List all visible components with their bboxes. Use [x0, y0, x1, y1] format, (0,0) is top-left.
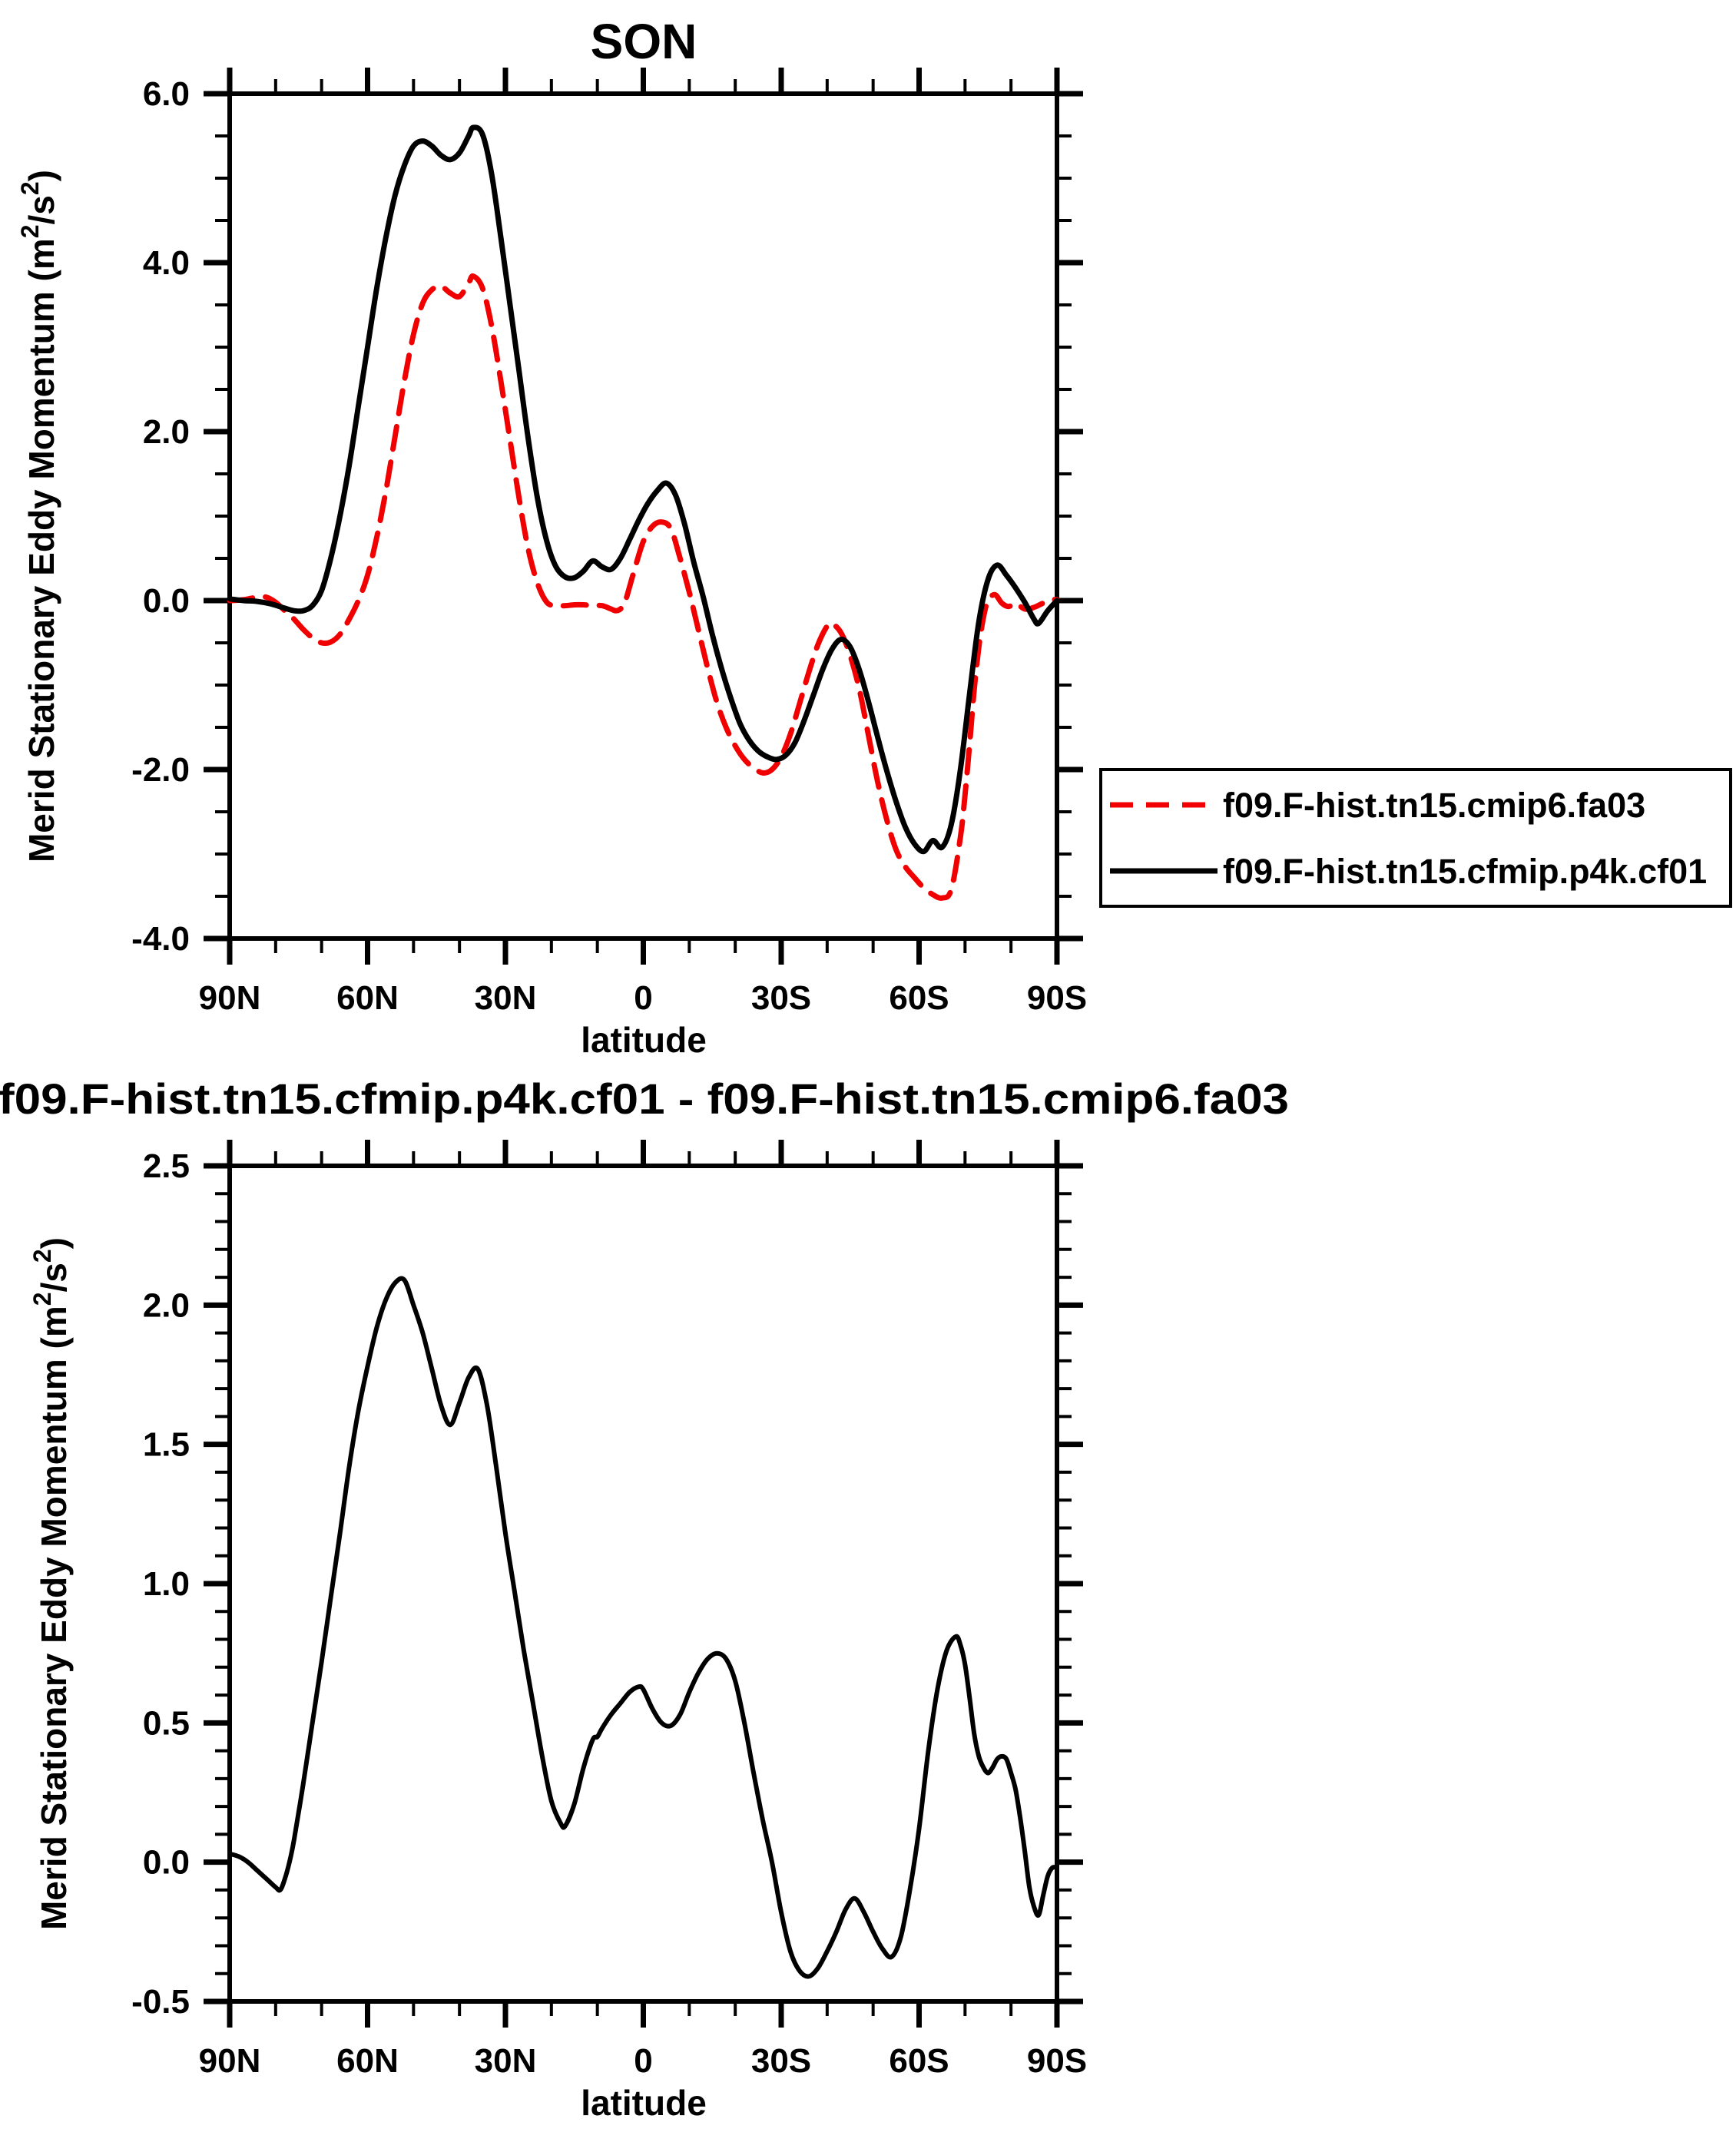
- series-line-f09-f-hist-tn15-cmip6-fa03: [227, 273, 1060, 901]
- chart-title: f09.F-hist.tn15.cfmip.p4k.cf01 - f09.F-h…: [0, 1074, 1289, 1123]
- legend-entry-label: f09.F-hist.tn15.cmip6.fa03: [1223, 786, 1645, 825]
- x-tick-label: 90S: [1027, 979, 1087, 1017]
- legend-entry-label: f09.F-hist.tn15.cfmip.p4k.cf01: [1223, 852, 1707, 891]
- x-tick-label: 90S: [1027, 2042, 1087, 2080]
- y-tick-label: 4.0: [143, 244, 190, 282]
- x-axis-label: latitude: [581, 1020, 707, 1060]
- plot-frame: [227, 91, 1059, 941]
- y-tick-label: -0.5: [131, 1983, 190, 2021]
- y-tick-label: 2.0: [143, 1286, 190, 1324]
- x-tick-label: 30N: [475, 979, 537, 1017]
- y-tick-label: 0.0: [143, 1844, 190, 1882]
- x-tick-label: 90N: [199, 979, 261, 1017]
- x-tick-label: 30S: [751, 2042, 811, 2080]
- x-tick-label: 0: [634, 979, 652, 1017]
- y-tick-label: 0.5: [143, 1704, 190, 1742]
- x-tick-label: 90N: [199, 2042, 261, 2080]
- y-tick-label: 6.0: [143, 75, 190, 113]
- x-tick-label: 30N: [475, 2042, 537, 2080]
- x-tick-label: 0: [634, 2042, 652, 2080]
- x-axis-label: latitude: [581, 2083, 707, 2123]
- y-tick-label: 1.5: [143, 1426, 190, 1464]
- x-tick-label: 60N: [336, 2042, 399, 2080]
- x-tick-label: 60S: [889, 2042, 949, 2080]
- legend-box: [1099, 768, 1732, 908]
- y-tick-label: 2.0: [143, 413, 190, 451]
- x-tick-label: 30S: [751, 979, 811, 1017]
- y-axis-label: Merid Stationary Eddy Momentum (m2/s2): [28, 1237, 74, 1930]
- series-line-difference-cfmip-p4k-cf01-cmip6-fa03-: [227, 1276, 1059, 1979]
- y-tick-label: 0.0: [143, 582, 190, 620]
- x-tick-label: 60S: [889, 979, 949, 1017]
- y-tick-label: 1.0: [143, 1565, 190, 1603]
- y-tick-label: -4.0: [131, 920, 190, 958]
- series-line-f09-f-hist-tn15-cfmip-p4k-cf01: [227, 124, 1060, 855]
- x-tick-label: 60N: [336, 979, 399, 1017]
- chart-title: SON: [591, 14, 697, 69]
- y-axis-label: Merid Stationary Eddy Momentum (m2/s2): [16, 170, 61, 862]
- plot-frame: [227, 1164, 1059, 2004]
- y-tick-label: -2.0: [131, 751, 190, 789]
- y-tick-label: 2.5: [143, 1147, 190, 1185]
